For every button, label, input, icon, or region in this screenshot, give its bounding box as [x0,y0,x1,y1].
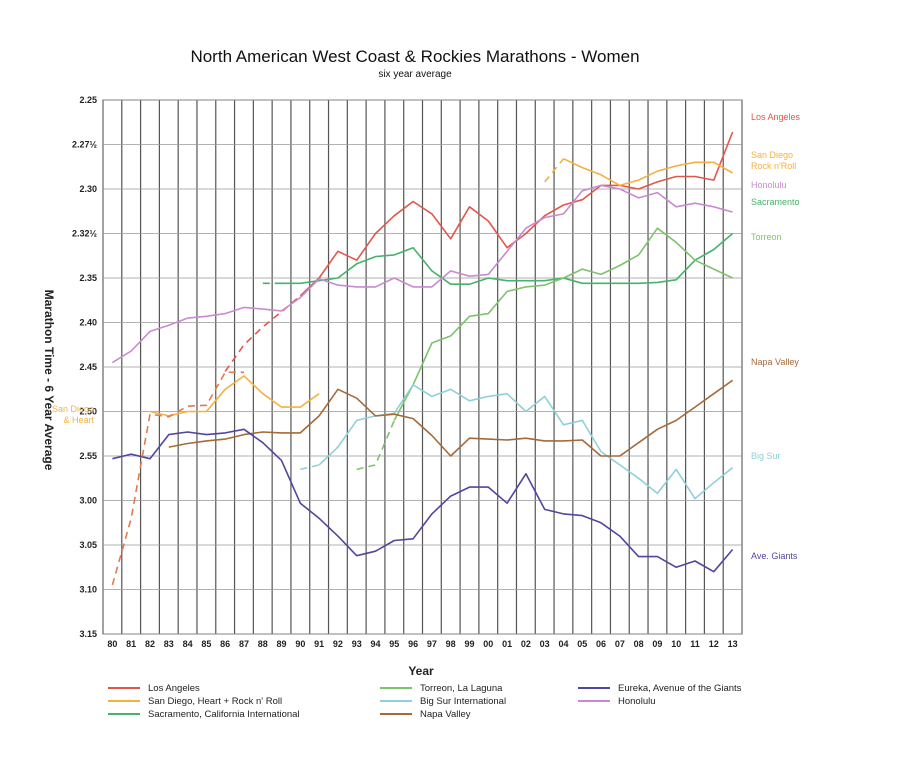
chart-subtitle: six year average [378,69,452,80]
x-tick-label: 06 [596,639,606,649]
x-tick-label: 93 [352,639,362,649]
y-tick-label: 2.45 [79,362,97,372]
end-label: Sacramento [751,197,800,207]
series-line-0-dashed [224,295,301,372]
legend-label: Honolulu [618,696,656,707]
x-tick-label: 99 [464,639,474,649]
x-axis-ticks: 80 81 82 83 84 85 86 87 88 89 90 91 92 93 94 95 96 97 98 99… [107,639,737,649]
end-label: Napa Valley [751,357,799,367]
x-axis-title: Year [408,664,434,678]
x-tick-label: 98 [446,639,456,649]
y-tick-label: 3.15 [79,629,97,639]
x-tick-label: 92 [333,639,343,649]
y-tick-label: 3.00 [79,496,97,506]
x-tick-label: 97 [427,639,437,649]
y-tick-label: 2.30 [79,184,97,194]
x-tick-label: 12 [709,639,719,649]
y-tick-label: 2.32½ [72,229,98,239]
x-tick-label: 94 [371,639,381,649]
x-tick-label: 10 [671,639,681,649]
y-tick-label: 3.10 [79,585,97,595]
x-tick-label: 86 [220,639,230,649]
x-tick-label: 87 [239,639,249,649]
chart-grid [102,99,743,635]
x-tick-label: 05 [577,639,587,649]
series-line-1-b-dashed [544,158,565,183]
series-line-5 [168,379,734,457]
y-tick-label: 2.50 [79,407,97,417]
y-tick-label: 2.25 [79,95,97,105]
x-tick-label: 89 [277,639,287,649]
x-tick-label: 07 [615,639,625,649]
y-tick-label: 3.05 [79,540,97,550]
y-tick-label: 2.55 [79,451,97,461]
x-tick-label: 00 [483,639,493,649]
x-tick-label: 13 [728,639,738,649]
y-axis-ticks: 2.25 2.27½ 2.30 2.32½ 2.35 2.40 2.45 2.50 2.55 3.… [72,95,98,639]
legend-label: Napa Valley [420,709,471,720]
x-tick-label: 95 [389,639,399,649]
x-tick-label: 04 [558,639,568,649]
left-label: & Heart [63,415,94,425]
x-tick-label: 02 [521,639,531,649]
x-tick-label: 88 [258,639,268,649]
end-label: Honolulu [751,180,787,190]
end-label: Ave. Giants [751,551,798,561]
x-tick-label: 81 [126,639,136,649]
x-tick-label: 82 [145,639,155,649]
series-line-3 [393,227,733,421]
y-tick-label: 2.35 [79,273,97,283]
x-tick-label: 08 [634,639,644,649]
end-label: Big Sur [751,451,781,461]
y-axis-title: Marathon Time - 6 Year Average [42,290,56,471]
y-tick-label: 2.40 [79,318,97,328]
x-tick-label: 84 [183,639,193,649]
series-line-4-dashed [300,464,320,471]
x-tick-label: 80 [107,639,117,649]
end-label: Torreon [751,232,782,242]
series-line-1-b [563,157,733,187]
series-line-7 [111,184,733,364]
legend-label: Sacramento, California International [148,709,300,720]
left-label: San Diego [52,404,94,414]
series-line-3-dashed [356,420,396,471]
legend-label: Big Sur International [420,696,506,707]
chart-title: North American West Coast & Rockies Mara… [190,47,639,66]
end-label: Los Angeles [751,112,801,122]
chart-legend: Los Angeles San Diego, Heart + Rock n' Ro… [108,683,742,720]
x-tick-label: 83 [164,639,174,649]
series-lines [111,131,734,586]
series-line-6 [112,428,734,573]
x-tick-label: 96 [408,639,418,649]
legend-label: Eureka, Avenue of the Giants [618,683,742,694]
x-tick-label: 03 [540,639,550,649]
legend-label: Torreon, La Laguna [420,683,503,694]
series-line-1 [149,375,320,417]
series-line-8-dashed [111,371,244,586]
series-line-2 [281,232,734,285]
legend-label: San Diego, Heart + Rock n' Roll [148,696,282,707]
x-tick-label: 11 [690,639,700,649]
x-tick-label: 91 [314,639,324,649]
end-label: Rock n'Roll [751,161,796,171]
x-tick-label: 85 [201,639,211,649]
x-tick-label: 01 [502,639,512,649]
x-tick-label: 90 [295,639,305,649]
legend-label: Los Angeles [148,683,200,694]
y-tick-label: 2.27½ [72,140,98,150]
end-label: San Diego [751,150,793,160]
series-line-4 [318,384,734,500]
x-tick-label: 09 [652,639,662,649]
